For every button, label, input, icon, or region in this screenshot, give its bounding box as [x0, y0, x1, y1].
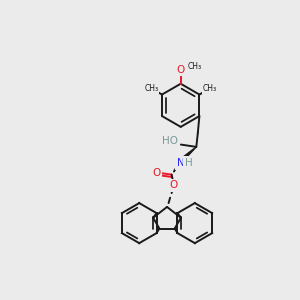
- Text: O: O: [169, 180, 177, 190]
- Text: O: O: [152, 168, 160, 178]
- Text: N: N: [177, 158, 185, 168]
- Text: CH₃: CH₃: [144, 84, 158, 93]
- Text: CH₃: CH₃: [203, 84, 217, 93]
- Text: HO: HO: [162, 136, 178, 146]
- Polygon shape: [178, 147, 196, 164]
- Text: CH₃: CH₃: [188, 62, 202, 71]
- Text: H: H: [185, 158, 193, 168]
- Text: O: O: [177, 65, 185, 75]
